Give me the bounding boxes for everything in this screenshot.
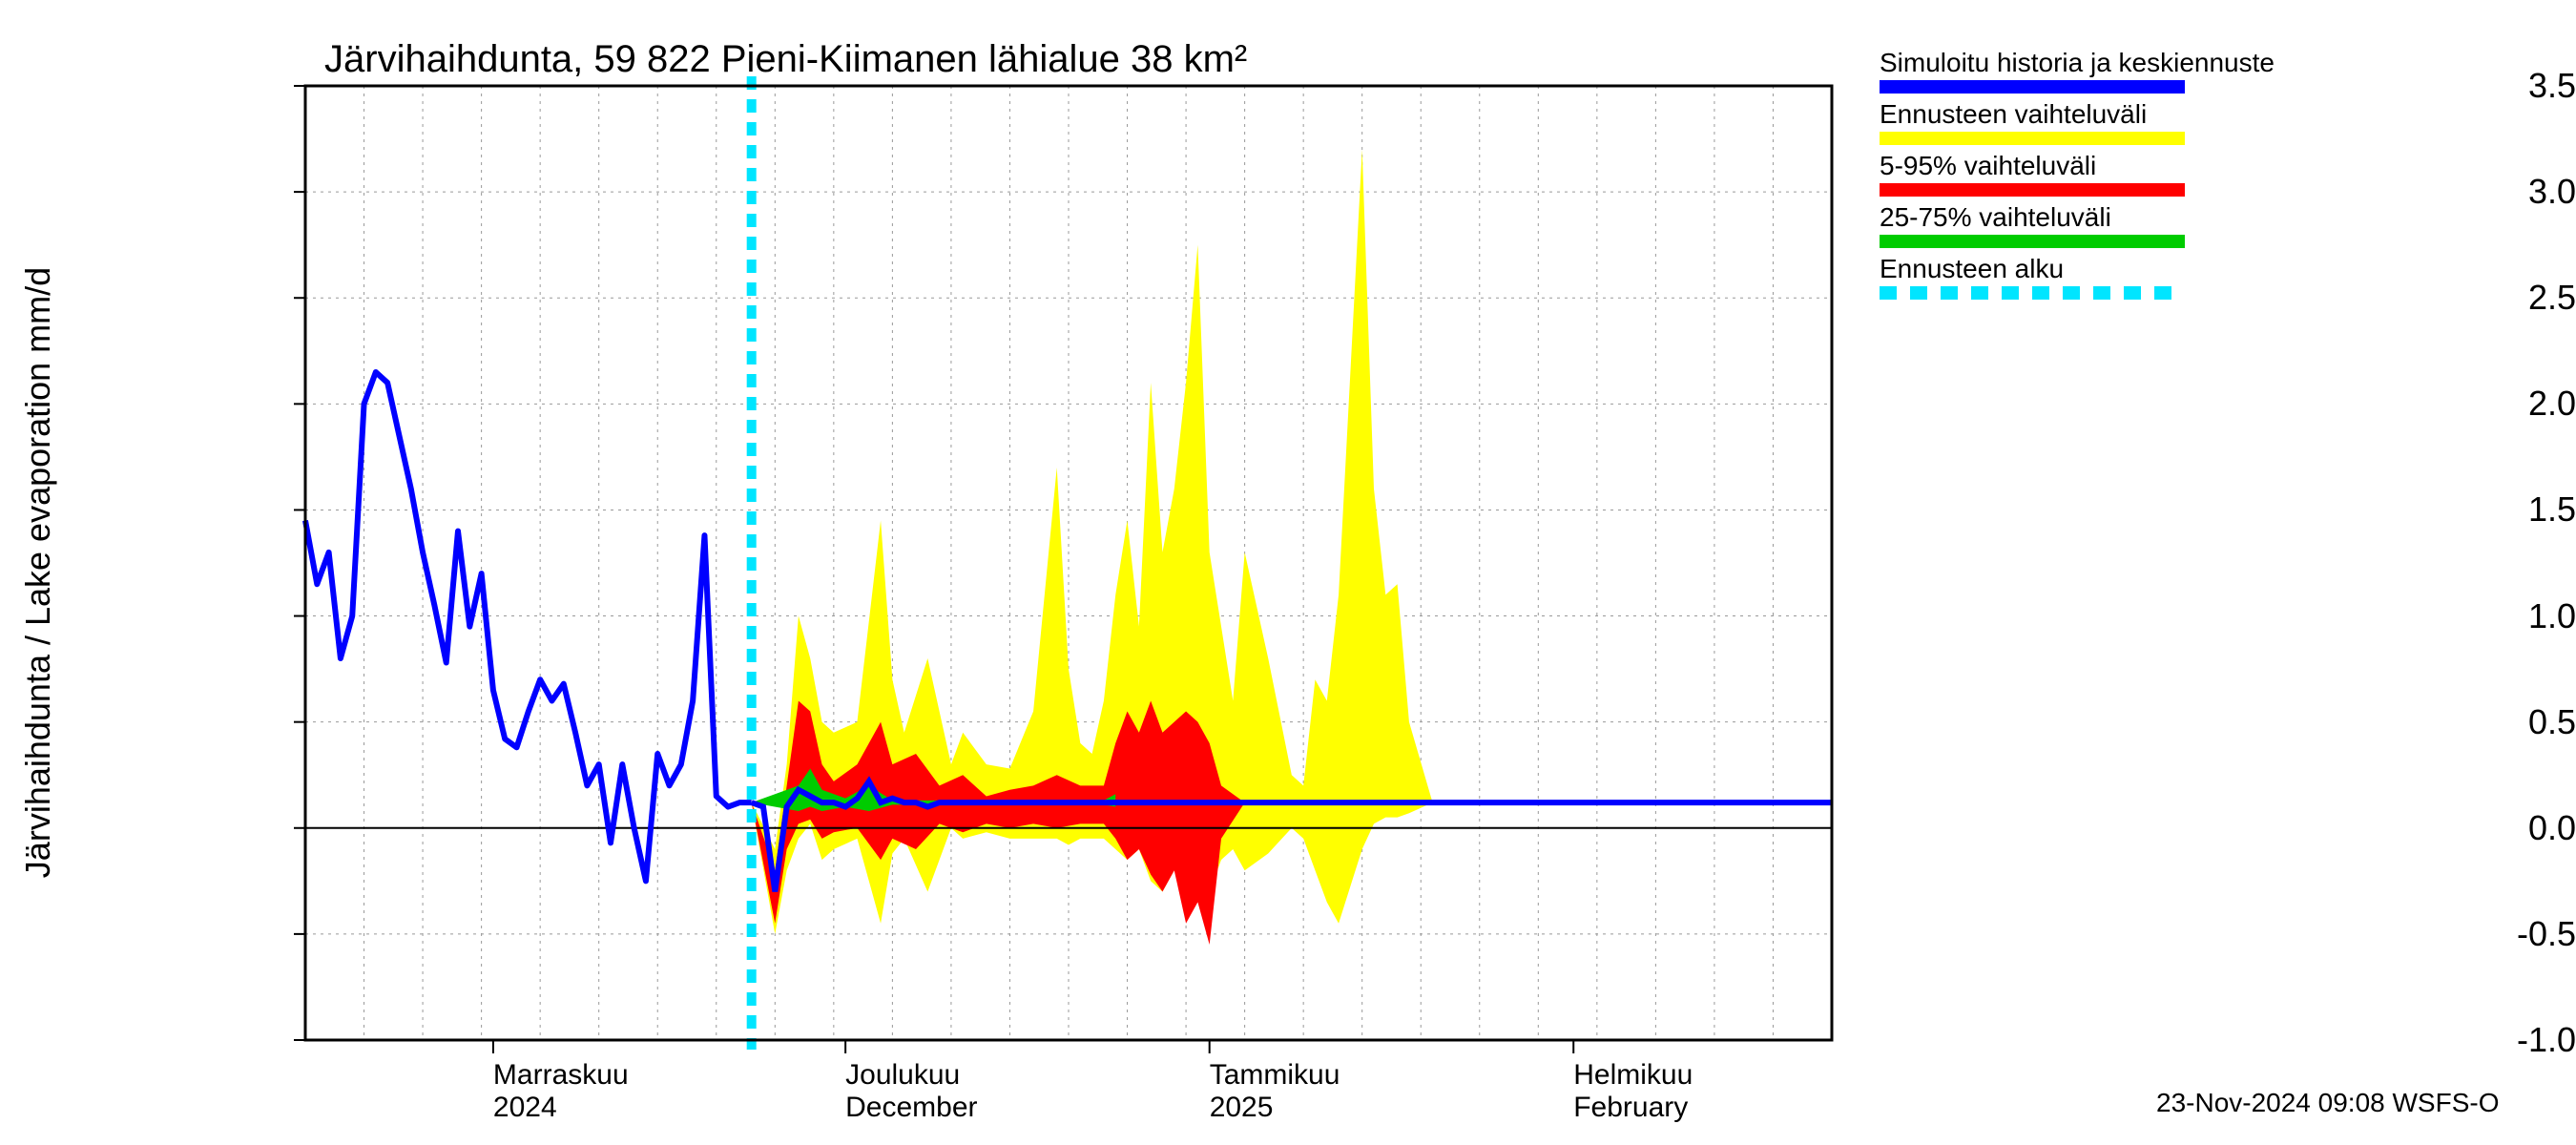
legend-swatch: [1880, 132, 2185, 145]
legend-label: 5-95% vaihteluväli: [1880, 151, 2275, 181]
legend-entry: Ennusteen alku: [1880, 254, 2275, 300]
legend-label: Ennusteen alku: [1880, 254, 2275, 284]
footer-timestamp: 23-Nov-2024 09:08 WSFS-O: [2156, 1088, 2500, 1118]
legend-swatch: [1880, 286, 2185, 300]
legend-entry: 25-75% vaihteluväli: [1880, 202, 2275, 248]
page-root: Järvihaihdunta, 59 822 Pieni-Kiimanen lä…: [0, 0, 2576, 1145]
legend-swatch: [1880, 183, 2185, 197]
legend-entry: 5-95% vaihteluväli: [1880, 151, 2275, 197]
legend-label: Ennusteen vaihteluväli: [1880, 99, 2275, 130]
legend-entry: Ennusteen vaihteluväli: [1880, 99, 2275, 145]
legend-entry: Simuloitu historia ja keskiennuste: [1880, 48, 2275, 94]
legend-label: Simuloitu historia ja keskiennuste: [1880, 48, 2275, 78]
legend-label: 25-75% vaihteluväli: [1880, 202, 2275, 233]
legend-swatch: [1880, 80, 2185, 94]
history-line: [305, 372, 752, 881]
legend-swatch: [1880, 235, 2185, 248]
legend: Simuloitu historia ja keskiennuste Ennust…: [1880, 48, 2275, 305]
